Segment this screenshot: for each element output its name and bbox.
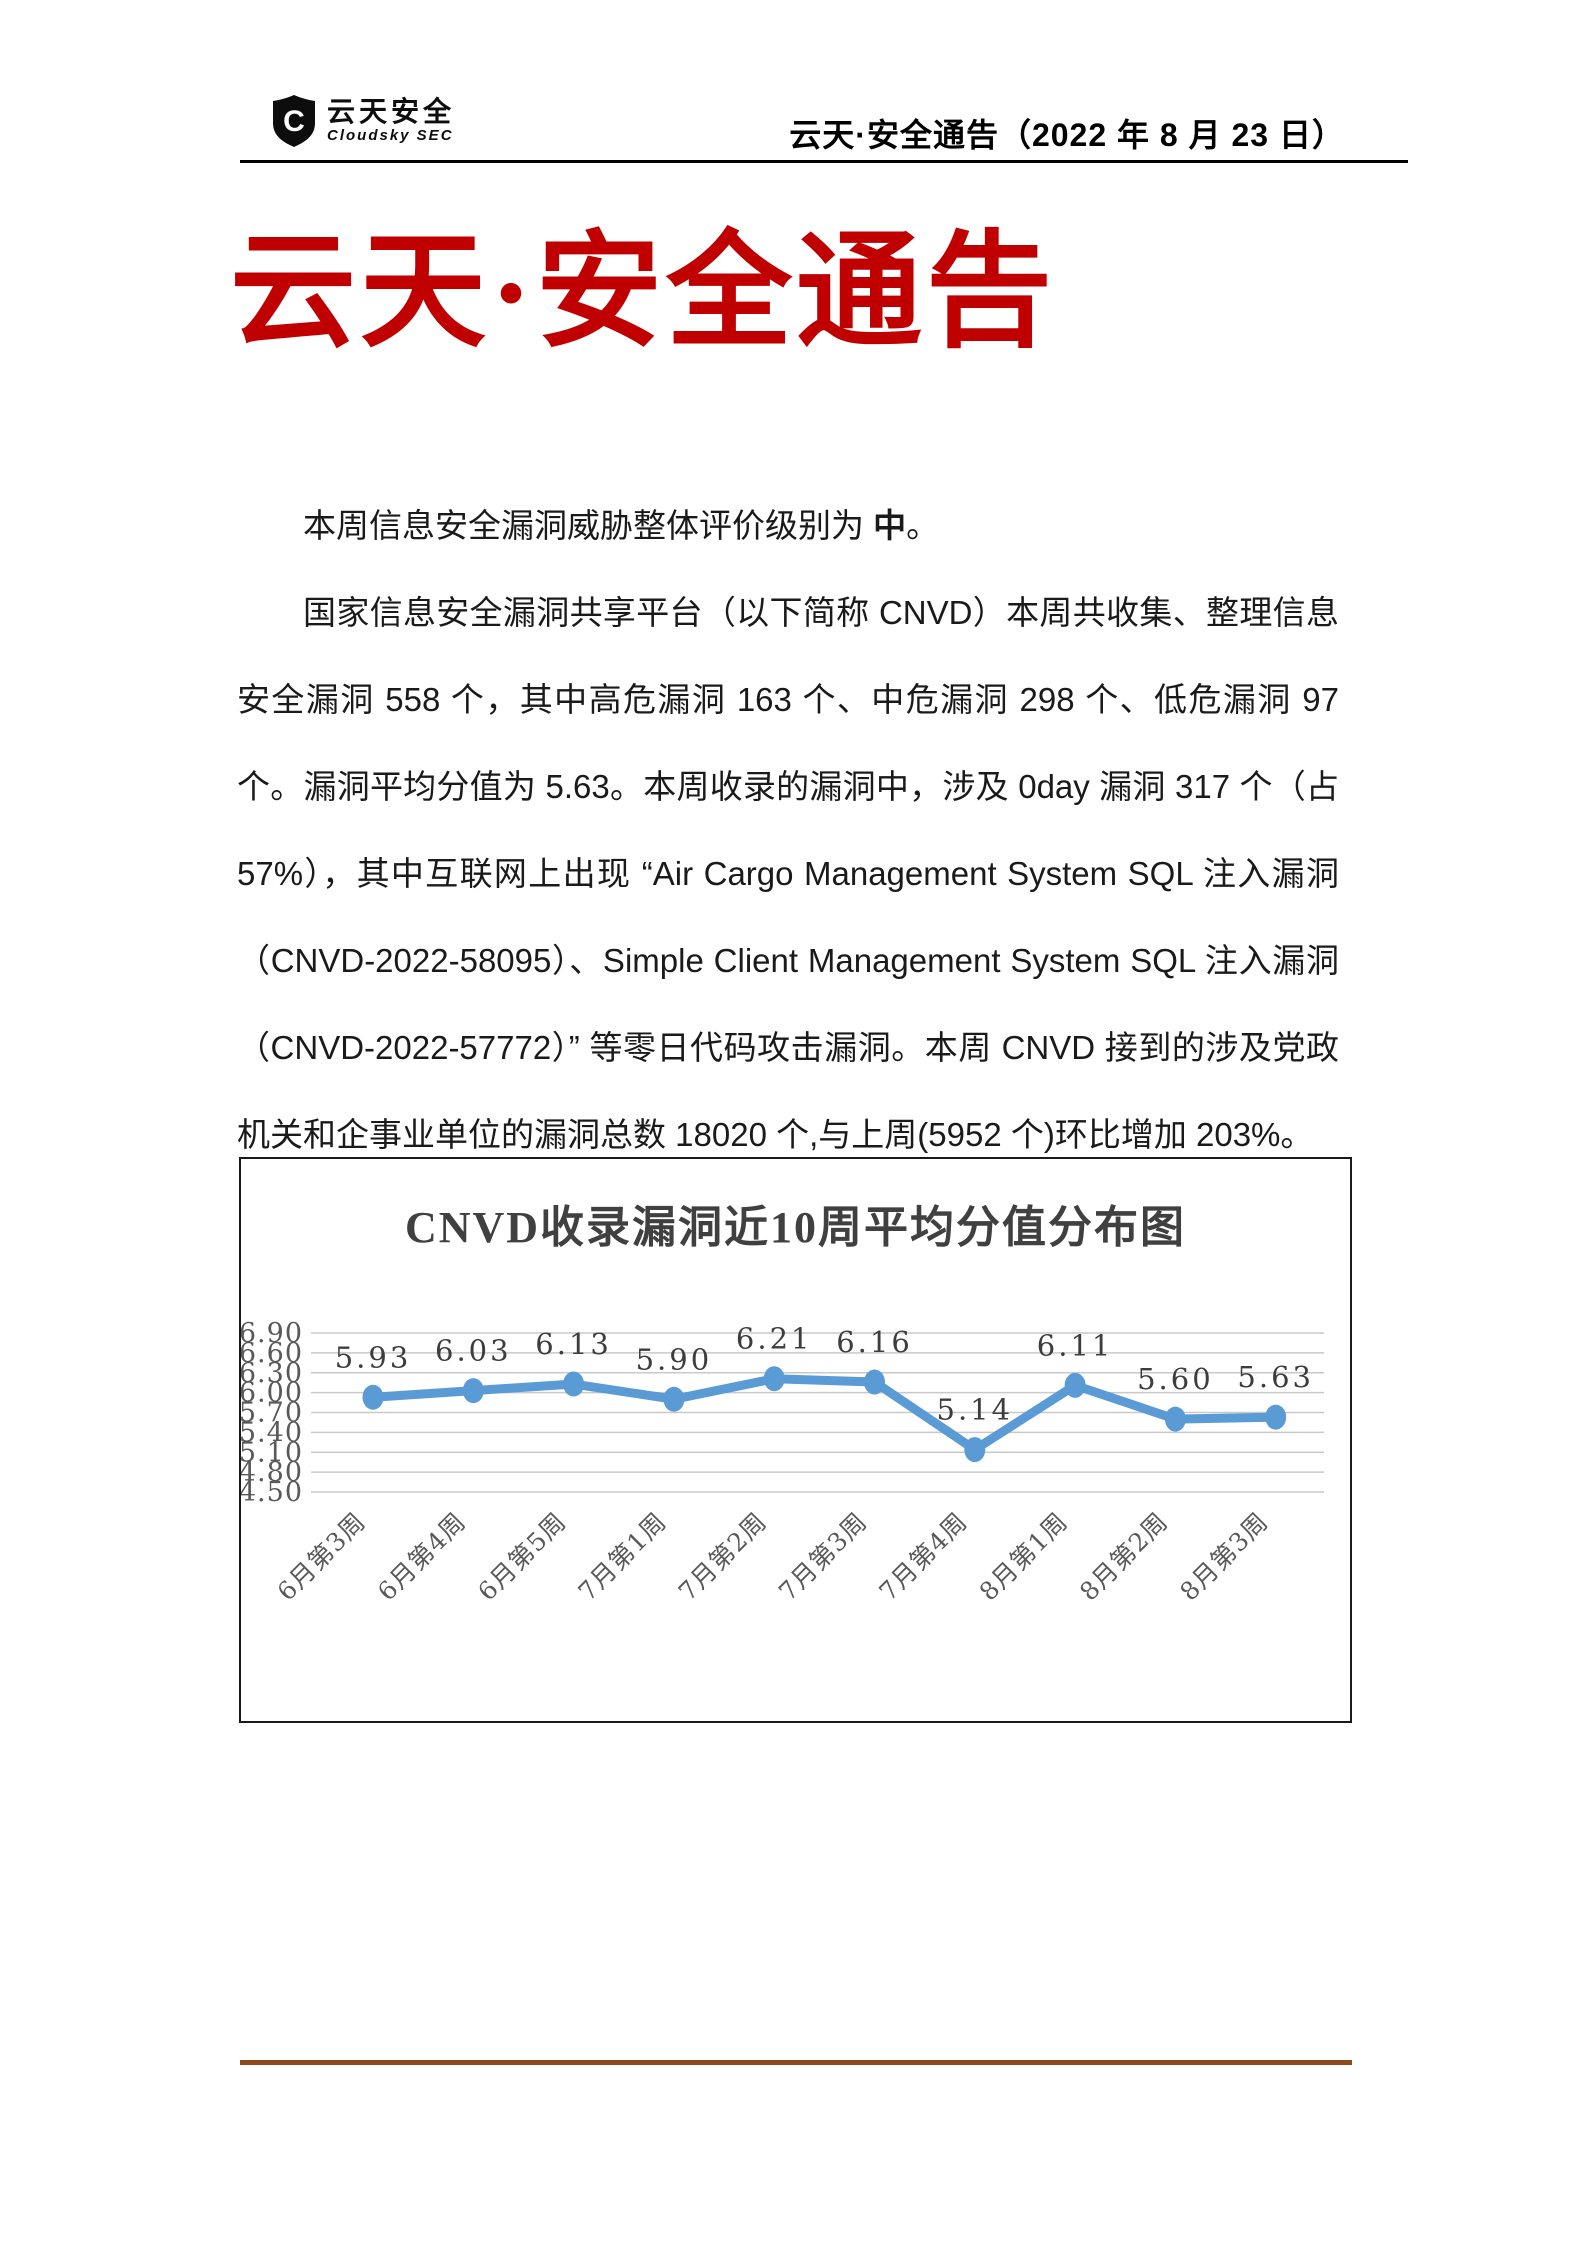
logo-name: 云天安全: [327, 96, 456, 127]
cloudsky-logo: C 云天安全 Cloudsky SEC: [272, 94, 455, 148]
data-point-label: 5.93: [335, 1340, 412, 1374]
x-axis-tick-label: 8月第2周: [1074, 1507, 1174, 1607]
summary-text: 本周信息安全漏洞威胁整体评价级别为: [303, 507, 874, 544]
data-point-label: 6.16: [836, 1325, 913, 1359]
y-axis-tick-label: 4.80: [241, 1457, 303, 1488]
shield-c-icon: C: [273, 95, 315, 147]
logo-subtitle: Cloudsky SEC: [327, 127, 454, 144]
cnvd-weekly-average-score-chart: CNVD收录漏洞近10周平均分值分布图 6.90 6.60 6.30 6.00 5.70…: [239, 1157, 1352, 1723]
y-axis-tick-label: 6.00: [241, 1378, 303, 1409]
header-doc-title: 云天·安全通告（2022 年 8 月 23 日）: [789, 117, 1345, 153]
detail-paragraph: 国家信息安全漏洞共享平台（以下简称 CNVD）本周共收集、整理信息安全漏洞 55…: [237, 594, 1339, 1153]
y-axis-tick-label: 6.60: [241, 1338, 303, 1369]
data-point-label: 6.11: [1037, 1328, 1114, 1362]
data-point-marker: [1164, 1406, 1186, 1432]
data-point-label: 6.13: [535, 1327, 612, 1361]
logo-text: 云天安全 Cloudsky SEC: [327, 97, 455, 145]
footer-rule: [240, 2060, 1352, 2065]
page-title: 云天·安全通告: [230, 224, 1057, 363]
data-point-marker: [362, 1384, 384, 1410]
data-point-marker: [462, 1378, 484, 1404]
y-axis-tick-label: 5.70: [241, 1398, 303, 1429]
x-axis-tick-label: 6月第4周: [372, 1507, 472, 1607]
data-point-marker: [964, 1437, 986, 1463]
y-axis-tick-label: 5.40: [241, 1417, 303, 1448]
svg-text:C: C: [283, 105, 305, 138]
chart-title: CNVD收录漏洞近10周平均分值分布图: [404, 1203, 1187, 1252]
x-axis-tick-label: 7月第4周: [873, 1507, 973, 1607]
x-axis-tick-label: 7月第3周: [773, 1507, 873, 1607]
x-axis-tick-label: 6月第3周: [272, 1507, 372, 1607]
data-point-marker: [864, 1369, 885, 1395]
data-point-marker: [1265, 1404, 1287, 1430]
data-point-marker: [663, 1386, 685, 1412]
y-axis-tick-label: 5.10: [241, 1437, 303, 1468]
x-axis-tick-label: 8月第3周: [1174, 1507, 1274, 1607]
data-point-marker: [563, 1371, 585, 1397]
y-axis-tick-label: 4.50: [241, 1477, 303, 1508]
data-point-label: 5.63: [1237, 1360, 1314, 1394]
header-rule: [240, 160, 1408, 163]
summary-period: 。: [906, 507, 940, 544]
body-text: 本周信息安全漏洞威胁整体评价级别为 中。 国家信息安全漏洞共享平台（以下简称 C…: [237, 482, 1339, 1178]
line-chart-canvas: 6.906.606.306.005.705.405.104.804.50 5.93…: [241, 1318, 1324, 1607]
x-axis-tick-label: 6月第5周: [472, 1507, 572, 1607]
y-axis-tick-label: 6.90: [241, 1318, 303, 1349]
data-point-label: 6.03: [435, 1334, 512, 1368]
series-line: [368, 1374, 1281, 1455]
summary-paragraph: 本周信息安全漏洞威胁整体评价级别为 中。: [237, 482, 1339, 569]
data-point-marker: [763, 1366, 785, 1392]
x-axis-tick-label: 8月第1周: [974, 1507, 1074, 1607]
data-point-label: 5.60: [1137, 1362, 1214, 1396]
x-axis-tick-label: 7月第1周: [573, 1507, 673, 1607]
data-point-label: 5.14: [937, 1393, 1014, 1427]
threat-level-value: 中: [873, 507, 907, 544]
x-axis-tick-label: 7月第2周: [673, 1507, 773, 1607]
data-point-label: 5.90: [636, 1342, 713, 1376]
data-point-label: 6.21: [736, 1322, 813, 1356]
y-axis-tick-label: 6.30: [241, 1358, 303, 1389]
data-point-marker: [1064, 1372, 1086, 1398]
